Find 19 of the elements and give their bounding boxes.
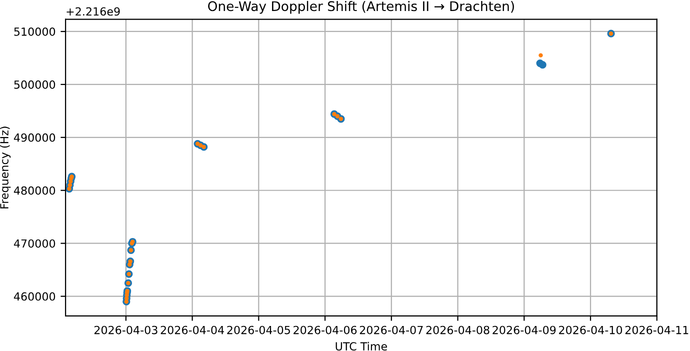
- y-tick-label: 510000: [14, 27, 56, 36]
- x-tick-label: 2026-04-05: [227, 326, 290, 334]
- text: +2.216e9: [66, 7, 120, 16]
- y-tick-label: 470000: [14, 239, 56, 248]
- x-tick-label: 2026-04-03: [94, 326, 158, 334]
- y-tick-label: 500000: [14, 80, 56, 89]
- x-tick-label: 2026-04-09: [492, 326, 556, 334]
- y-tick-label: 480000: [14, 186, 56, 195]
- chart-title: One-Way Doppler Shift (Artemis II → Drachten): [208, 0, 514, 14]
- x-tick-label: 2026-04-04: [160, 326, 224, 334]
- y-tick-label: 490000: [14, 133, 56, 142]
- x-axis-title: UTC Time: [336, 342, 387, 351]
- x-tick-label: 2026-04-06: [294, 326, 357, 334]
- x-tick-label: 2026-04-11: [625, 326, 688, 334]
- y-tick-label: 460000: [14, 292, 56, 301]
- x-tick-label: 2026-04-10: [559, 326, 622, 334]
- y-axis-title: Frequency (Hz): [0, 126, 11, 208]
- x-tick-label: 2026-04-08: [426, 326, 490, 334]
- x-tick-label: 2026-04-07: [360, 326, 423, 334]
